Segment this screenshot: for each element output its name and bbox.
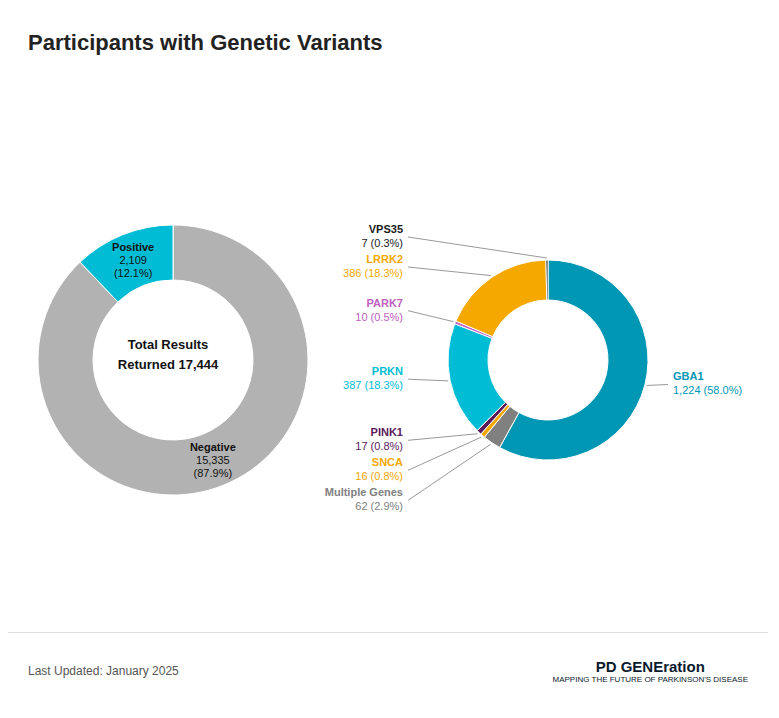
svg-text:1,224 (58.0%): 1,224 (58.0%) [673,384,742,396]
svg-text:Multiple Genes: Multiple Genes [325,486,403,498]
svg-text:VPS35: VPS35 [369,223,403,235]
svg-text:PINK1: PINK1 [371,426,403,438]
html-text:MAPPING THE FUTURE OF PARKINSO: MAPPING THE FUTURE OF PARKINSON'S DISEAS… [552,674,748,684]
svg-text:386 (18.3%): 386 (18.3%) [343,267,403,279]
svg-text:SNCA: SNCA [372,456,403,468]
svg-text:15,335: 15,335 [196,454,230,466]
svg-text:(87.9%): (87.9%) [194,467,233,479]
svg-text:7 (0.3%): 7 (0.3%) [361,237,403,249]
html-text:Participants with Genetic Vari: Participants with Genetic Variants [28,30,383,55]
html-text:PD GENEration: PD GENEration [595,657,705,675]
svg-text:LRRK2: LRRK2 [366,253,403,265]
svg-text:Positive: Positive [112,241,154,253]
svg-text:GBA1: GBA1 [673,370,704,382]
html-text:Last Updated: January 2025: Last Updated: January 2025 [28,663,179,678]
svg-text:PRKN: PRKN [372,365,403,377]
svg-text:PARK7: PARK7 [367,297,403,309]
svg-text:2,109: 2,109 [119,254,147,266]
svg-text:17 (0.8%): 17 (0.8%) [355,440,403,452]
svg-text:(12.1%): (12.1%) [114,267,153,279]
svg-text:Negative: Negative [190,441,236,453]
html-text:Returned 17,444: Returned 17,444 [117,357,219,372]
svg-text:10 (0.5%): 10 (0.5%) [355,311,403,323]
svg-text:387 (18.3%): 387 (18.3%) [343,379,403,391]
html-text:Total Results: Total Results [127,337,209,352]
svg-text:62 (2.9%): 62 (2.9%) [355,500,403,512]
svg-text:16 (0.8%): 16 (0.8%) [355,470,403,482]
